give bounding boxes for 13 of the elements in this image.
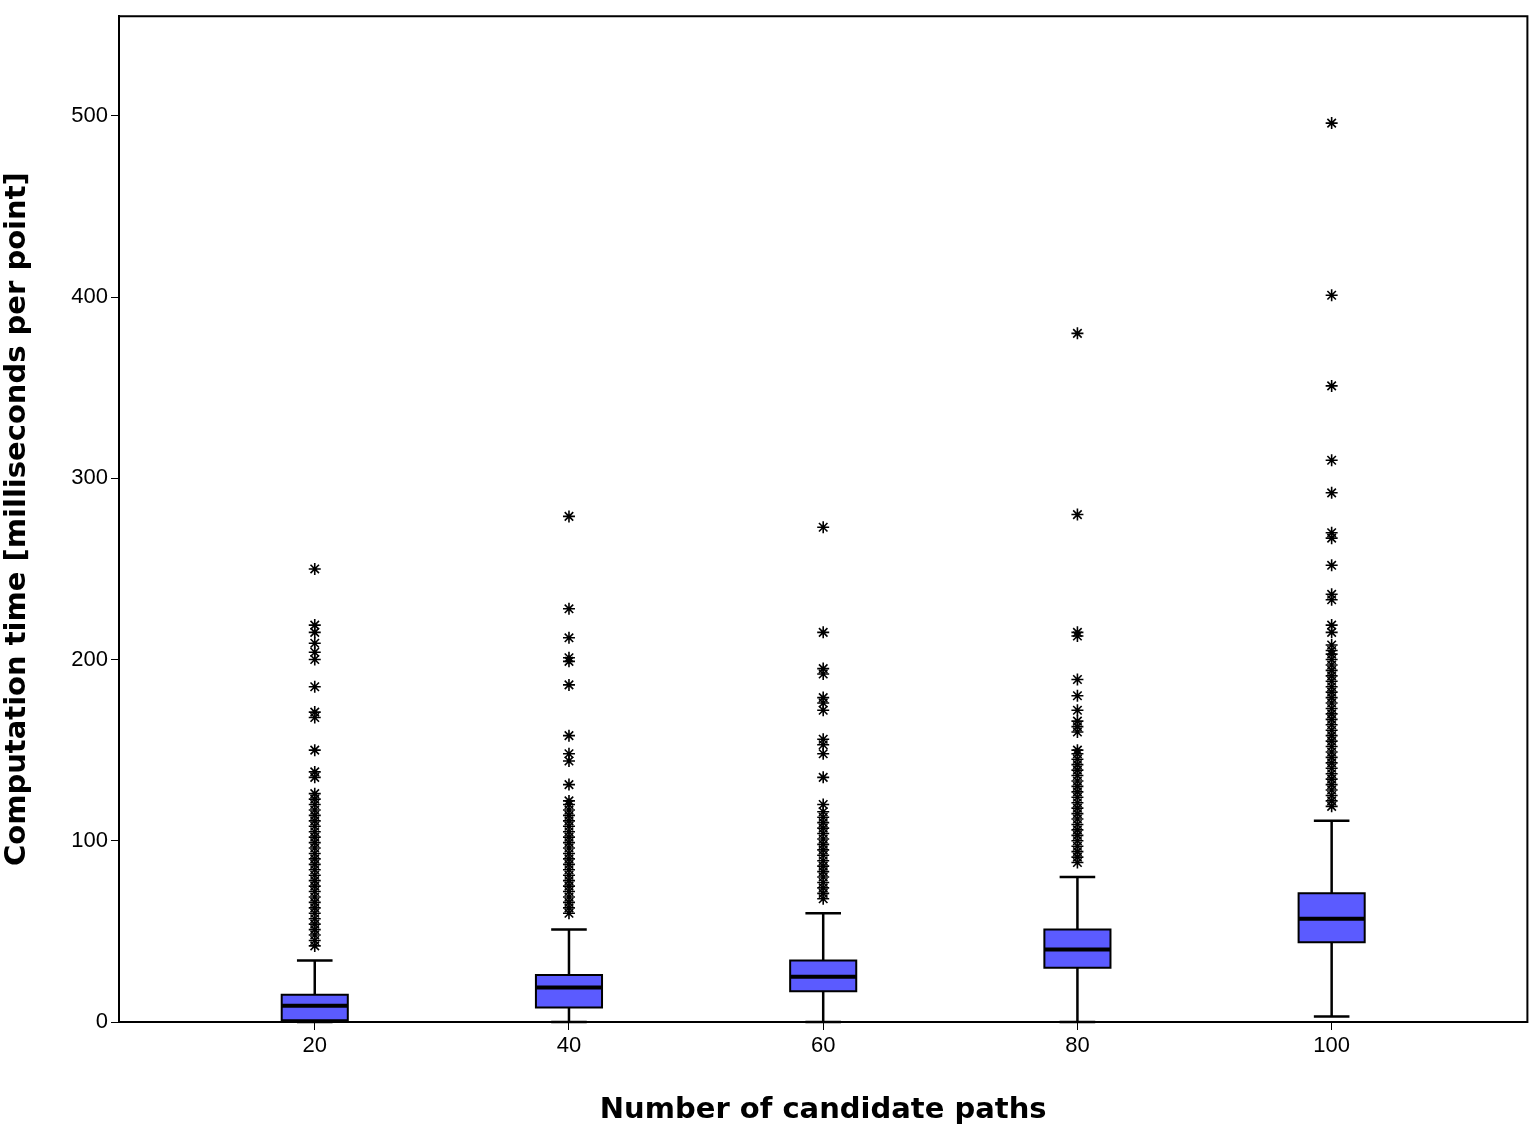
y-axis-title: Computation time [milliseconds per point]: [0, 172, 32, 866]
y-tick-label: 500: [71, 101, 108, 127]
y-tick-label: 100: [71, 826, 108, 852]
x-axis-title: Number of candidate paths: [599, 1091, 1047, 1126]
x-tick-label: 60: [810, 1032, 836, 1058]
x-tick-label: 80: [1065, 1032, 1090, 1058]
y-tick-label: 300: [71, 464, 108, 490]
x-tick-label: 100: [1313, 1032, 1351, 1058]
x-tick-label: 20: [302, 1032, 327, 1058]
x-tick-label: 40: [556, 1032, 582, 1058]
y-tick-label: 200: [71, 645, 108, 671]
y-tick-label: 400: [71, 283, 108, 309]
y-tick-label: 0: [95, 1008, 108, 1034]
